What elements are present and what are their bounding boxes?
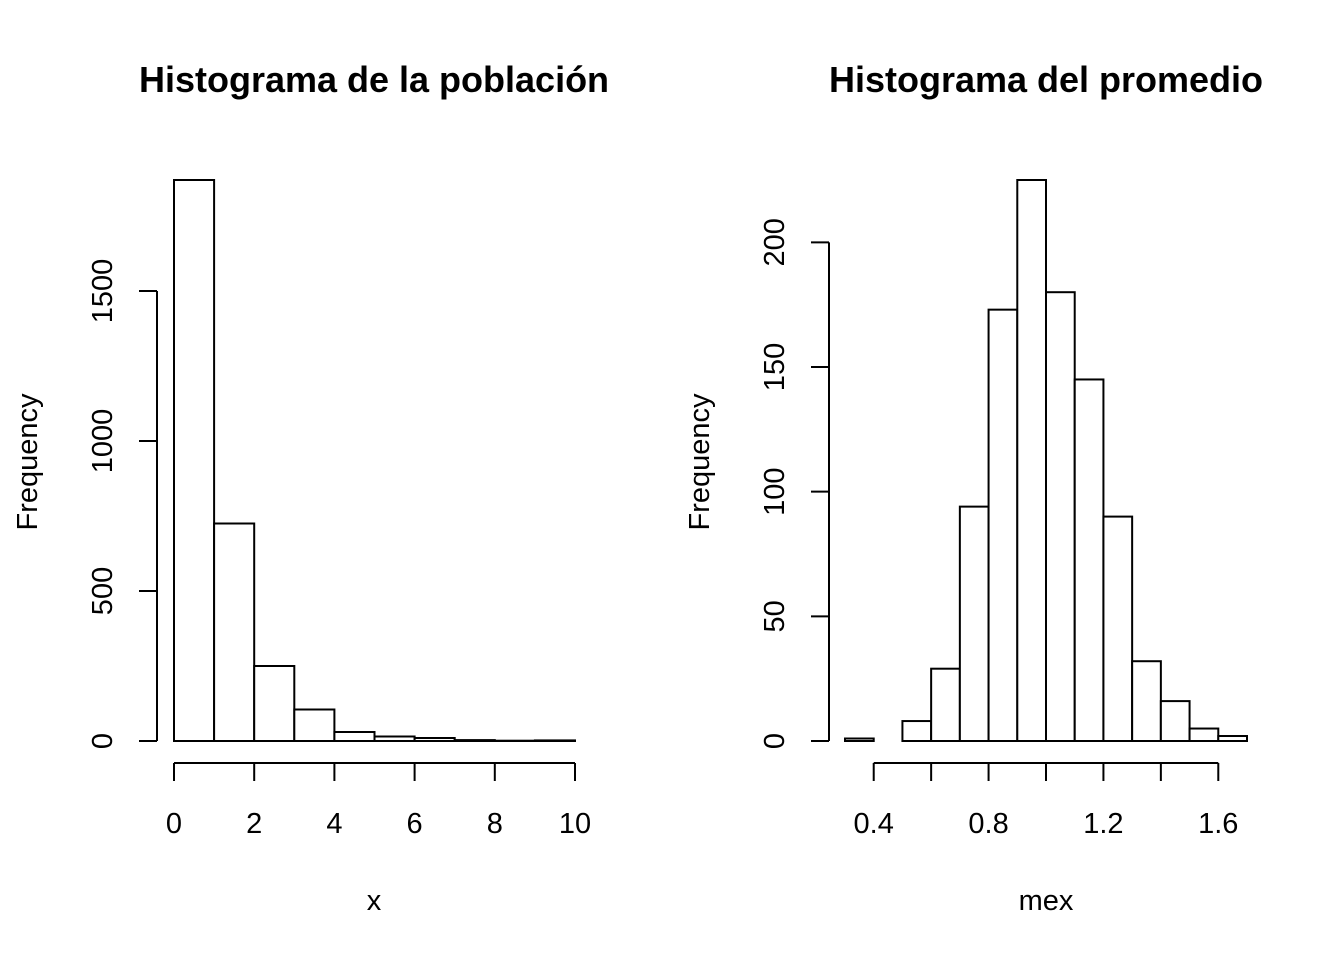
histogram-population-panel: Histograma de la población x Frequency 0… xyxy=(12,59,609,917)
chart-title: Histograma de la población xyxy=(139,59,609,100)
y-tick-label: 200 xyxy=(759,218,791,266)
x-tick-label: 6 xyxy=(407,808,423,840)
histogram-bar xyxy=(958,505,990,743)
y-tick-label: 0 xyxy=(759,733,791,749)
y-tick-label: 100 xyxy=(759,467,791,515)
y-tick-label: 150 xyxy=(759,343,791,391)
histogram-bar xyxy=(373,735,416,742)
histogram-bar xyxy=(1131,660,1162,742)
histogram-bar xyxy=(1102,515,1134,742)
x-tick-label: 0.4 xyxy=(854,808,894,840)
y-axis: 0 500 1000 1500 xyxy=(87,259,158,749)
x-tick-label: 1.2 xyxy=(1083,808,1123,840)
y-tick-label: 1000 xyxy=(87,409,119,474)
histogram-bar xyxy=(1016,179,1047,742)
histogram-bar xyxy=(930,667,961,743)
x-axis: 0.4 0.8 1.2 1.6 xyxy=(854,762,1238,840)
x-tick-label: 8 xyxy=(487,808,503,840)
x-tick-label: 4 xyxy=(326,808,342,840)
y-tick-label: 50 xyxy=(759,600,791,632)
chart-title: Histograma del promedio xyxy=(829,59,1263,100)
histogram-bar xyxy=(987,308,1019,742)
histogram-bar xyxy=(1188,727,1220,742)
histogram-bar xyxy=(333,731,376,742)
histogram-bar xyxy=(1159,700,1191,743)
x-axis: 0 2 4 6 8 10 xyxy=(166,762,591,840)
x-tick-label: 2 xyxy=(246,808,262,840)
histogram-bar xyxy=(413,737,456,742)
x-tick-label: 0 xyxy=(166,808,182,840)
histogram-bar xyxy=(1073,378,1105,742)
histogram-bar xyxy=(1045,291,1076,742)
y-tick-label: 0 xyxy=(87,733,119,749)
bars xyxy=(173,179,577,743)
y-tick-label: 500 xyxy=(87,567,119,615)
x-tick-label: 1.6 xyxy=(1198,808,1238,840)
y-axis: 0 50 100 150 200 xyxy=(759,218,830,749)
x-tick-label: 10 xyxy=(559,808,591,840)
y-axis-label: Frequency xyxy=(684,393,716,531)
histogram-bar xyxy=(453,739,496,742)
x-tick-label: 0.8 xyxy=(968,808,1008,840)
histogram-mean-panel: Histograma del promedio mex Frequency 0.… xyxy=(684,59,1263,917)
histogram-bar xyxy=(844,737,875,742)
histogram-bar xyxy=(1217,735,1249,742)
histogram-bar xyxy=(293,708,336,742)
bars xyxy=(844,179,1249,743)
histogram-bar xyxy=(213,522,256,742)
histogram-bar xyxy=(901,720,933,743)
x-axis-label: mex xyxy=(1019,885,1074,917)
x-axis-label: x xyxy=(367,885,382,917)
histogram-bar xyxy=(533,739,577,743)
histogram-bar xyxy=(173,179,216,742)
y-axis-label: Frequency xyxy=(12,393,44,531)
histogram-bar xyxy=(253,665,296,742)
y-tick-label: 1500 xyxy=(87,259,119,324)
